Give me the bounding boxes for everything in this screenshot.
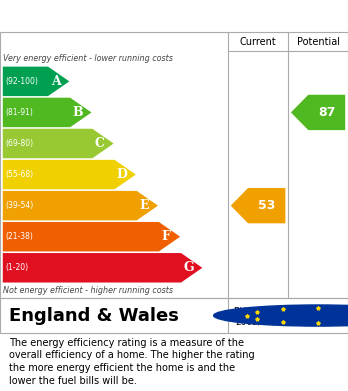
Polygon shape: [3, 253, 202, 283]
Text: EU Directive: EU Directive: [234, 307, 290, 316]
Text: Very energy efficient - lower running costs: Very energy efficient - lower running co…: [3, 54, 173, 63]
Text: Energy Efficiency Rating: Energy Efficiency Rating: [9, 9, 230, 23]
Text: G: G: [183, 261, 194, 274]
Text: overall efficiency of a home. The higher the rating: overall efficiency of a home. The higher…: [9, 350, 254, 361]
Text: D: D: [117, 168, 127, 181]
Polygon shape: [291, 95, 345, 130]
Polygon shape: [231, 188, 285, 223]
Text: E: E: [140, 199, 149, 212]
Text: (92-100): (92-100): [6, 77, 38, 86]
Text: (81-91): (81-91): [6, 108, 33, 117]
Text: England & Wales: England & Wales: [9, 307, 179, 325]
Text: the more energy efficient the home is and the: the more energy efficient the home is an…: [9, 363, 235, 373]
Polygon shape: [3, 129, 113, 158]
Text: Current: Current: [240, 37, 276, 47]
Text: C: C: [95, 137, 105, 150]
Text: (39-54): (39-54): [6, 201, 34, 210]
Text: B: B: [72, 106, 83, 119]
Text: F: F: [162, 230, 171, 243]
Text: The energy efficiency rating is a measure of the: The energy efficiency rating is a measur…: [9, 338, 244, 348]
Text: (21-38): (21-38): [6, 232, 33, 241]
Text: 87: 87: [318, 106, 335, 119]
Polygon shape: [3, 66, 69, 96]
Polygon shape: [3, 191, 158, 221]
Polygon shape: [3, 98, 92, 127]
Text: (1-20): (1-20): [6, 263, 29, 272]
Polygon shape: [3, 222, 180, 251]
Text: 2002/91/EC: 2002/91/EC: [236, 317, 287, 326]
Text: Not energy efficient - higher running costs: Not energy efficient - higher running co…: [3, 286, 173, 295]
Polygon shape: [3, 160, 136, 189]
Text: 53: 53: [258, 199, 275, 212]
Text: (69-80): (69-80): [6, 139, 34, 148]
Text: Potential: Potential: [296, 37, 340, 47]
Circle shape: [214, 305, 348, 326]
Text: lower the fuel bills will be.: lower the fuel bills will be.: [9, 376, 136, 386]
Text: (55-68): (55-68): [6, 170, 34, 179]
Text: A: A: [50, 75, 60, 88]
